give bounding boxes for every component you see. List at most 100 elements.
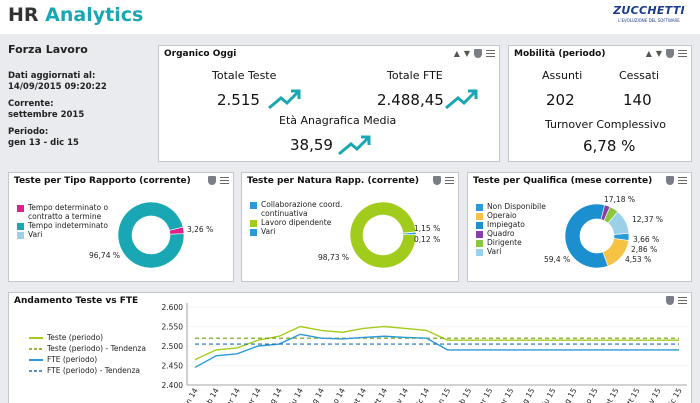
x-tick-label: mar 15 bbox=[473, 386, 494, 403]
shield-icon[interactable] bbox=[666, 176, 674, 185]
qualifica-panel: Teste per Qualifica (mese corrente) Non … bbox=[467, 172, 692, 282]
menu-icon[interactable] bbox=[486, 50, 495, 57]
x-tick-label: giu 14 bbox=[285, 386, 305, 403]
move-up-icon[interactable]: ▲ bbox=[453, 49, 460, 58]
natura-rapp-panel: Teste per Natura Rapp. (corrente) Collab… bbox=[241, 172, 459, 282]
donut-slice bbox=[117, 201, 185, 269]
x-tick-label: ago 14 bbox=[326, 386, 347, 403]
menu-icon[interactable] bbox=[678, 177, 687, 184]
updated-info: Dati aggiornati al: 14/09/2015 09:20:22 bbox=[8, 71, 107, 92]
x-tick-label: apr 15 bbox=[495, 386, 515, 403]
natura-rapp-title: Teste per Natura Rapp. (corrente) bbox=[247, 176, 420, 186]
organico-title: Organico Oggi bbox=[164, 49, 237, 59]
cessati-label: Cessati bbox=[619, 69, 660, 82]
x-tick-label: gen 15 bbox=[431, 386, 452, 403]
shield-icon[interactable] bbox=[433, 176, 441, 185]
qualifica-legend: Non Disponibile Operaio Impiegato Quadro… bbox=[476, 202, 556, 257]
x-tick-label: set 14 bbox=[349, 386, 369, 403]
series-line bbox=[194, 333, 679, 369]
x-tick-label: apr 14 bbox=[243, 386, 263, 403]
y-tick-label: 2.550 bbox=[162, 323, 184, 332]
x-tick-label: giu 15 bbox=[538, 386, 558, 403]
y-tick-label: 2.400 bbox=[162, 381, 184, 390]
move-down-icon[interactable]: ▼ bbox=[655, 49, 662, 58]
pct-label: 1,15 % bbox=[414, 224, 441, 233]
mobilita-title: Mobilità (periodo) bbox=[514, 49, 606, 59]
natura-rapp-legend: Collaborazione coord. continuativa Lavor… bbox=[250, 200, 352, 237]
menu-icon[interactable] bbox=[220, 177, 229, 184]
x-tick-label: ago 15 bbox=[579, 386, 600, 403]
sidebar-title: Forza Lavoro bbox=[8, 43, 88, 56]
andamento-title: Andamento Teste vs FTE bbox=[14, 296, 139, 306]
x-tick-label: lug 15 bbox=[559, 386, 579, 403]
current-info: Corrente: settembre 2015 bbox=[8, 99, 85, 120]
legend-item: Lavoro dipendente bbox=[250, 218, 352, 228]
x-tick-label: mag 14 bbox=[262, 386, 284, 403]
zucchetti-logo: ZUCCHETTI L'EVOLUZIONE DEL SOFTWARE bbox=[613, 4, 685, 23]
legend-item: Collaborazione coord. continuativa bbox=[250, 200, 352, 218]
totale-fte-value: 2.488,45 bbox=[377, 91, 444, 109]
legend-item: Non Disponibile bbox=[476, 202, 556, 212]
totale-teste-value: 2.515 bbox=[217, 91, 260, 109]
legend-item: Tempo determinato o contratto a termine bbox=[17, 203, 119, 221]
shield-icon[interactable] bbox=[666, 49, 674, 58]
donut-slice bbox=[349, 201, 417, 269]
cessati-value: 140 bbox=[623, 91, 652, 109]
series-line bbox=[194, 325, 679, 361]
x-tick-label: lug 14 bbox=[306, 386, 326, 403]
x-tick-label: set 15 bbox=[601, 386, 621, 403]
pct-label: 0,12 % bbox=[414, 235, 441, 244]
legend-item: FTE (periodo) - Tendenza bbox=[29, 366, 141, 375]
pct-label: 59,4 % bbox=[544, 255, 571, 264]
tipo-rapporto-title: Teste per Tipo Rapporto (corrente) bbox=[14, 176, 191, 186]
x-tick-label: feb 15 bbox=[454, 386, 474, 403]
donut-qualifica bbox=[564, 203, 630, 269]
trend-up-icon bbox=[445, 89, 478, 110]
legend-item: Quadro bbox=[476, 229, 556, 239]
pct-label: 12,37 % bbox=[632, 215, 663, 224]
legend-item: Vari bbox=[250, 227, 352, 237]
legend-item: Teste (periodo) bbox=[29, 333, 104, 342]
pct-label: 3,66 % bbox=[633, 235, 660, 244]
tipo-rapporto-legend: Tempo determinato o contratto a termine … bbox=[17, 203, 119, 240]
andamento-legend: Teste (periodo) Teste (periodo) - Tenden… bbox=[29, 333, 159, 377]
pct-label: 3,26 % bbox=[187, 225, 214, 234]
period-info: Periodo: gen 13 - dic 15 bbox=[8, 127, 79, 148]
totale-teste-label: Totale Teste bbox=[212, 69, 277, 82]
trend-up-icon bbox=[268, 89, 301, 110]
mobilita-panel: Mobilità (periodo) ▲ ▼ Assunti 202 Cessa… bbox=[508, 45, 692, 162]
donut-slice bbox=[607, 211, 630, 235]
app-title: HR Analytics bbox=[8, 4, 144, 26]
donut-tipo-rapporto bbox=[117, 201, 185, 269]
shield-icon[interactable] bbox=[208, 176, 216, 185]
andamento-panel: Andamento Teste vs FTE Teste (periodo) T… bbox=[8, 292, 692, 403]
assunti-label: Assunti bbox=[542, 69, 583, 82]
legend-item: Tempo indeterminato bbox=[17, 221, 119, 231]
y-tick-label: 2.500 bbox=[162, 342, 184, 351]
shield-icon[interactable] bbox=[474, 49, 482, 58]
x-tick-label: mar 14 bbox=[221, 386, 242, 403]
legend-item: Teste (periodo) - Tendenza bbox=[29, 344, 146, 353]
pct-label: 98,73 % bbox=[318, 253, 349, 262]
donut-natura-rapp bbox=[349, 201, 417, 269]
y-tick-label: 2.600 bbox=[162, 303, 184, 312]
legend-item: Vari bbox=[476, 247, 556, 257]
menu-icon[interactable] bbox=[445, 177, 454, 184]
y-tick-label: 2.450 bbox=[162, 362, 184, 371]
move-up-icon[interactable]: ▲ bbox=[645, 49, 652, 58]
x-tick-label: mag 15 bbox=[514, 386, 536, 403]
legend-item: Dirigente bbox=[476, 238, 556, 248]
shield-icon[interactable] bbox=[666, 296, 674, 305]
menu-icon[interactable] bbox=[678, 297, 687, 304]
pct-label: 17,18 % bbox=[604, 195, 635, 204]
donut-slice bbox=[402, 231, 417, 234]
qualifica-title: Teste per Qualifica (mese corrente) bbox=[473, 176, 653, 186]
x-tick-label: nov 14 bbox=[390, 386, 411, 403]
turnover-value: 6,78 % bbox=[583, 137, 636, 155]
move-down-icon[interactable]: ▼ bbox=[463, 49, 470, 58]
menu-icon[interactable] bbox=[678, 50, 687, 57]
pct-label: 4,53 % bbox=[625, 255, 652, 264]
legend-item: Operaio bbox=[476, 211, 556, 221]
x-tick-label: ott 15 bbox=[623, 386, 642, 403]
